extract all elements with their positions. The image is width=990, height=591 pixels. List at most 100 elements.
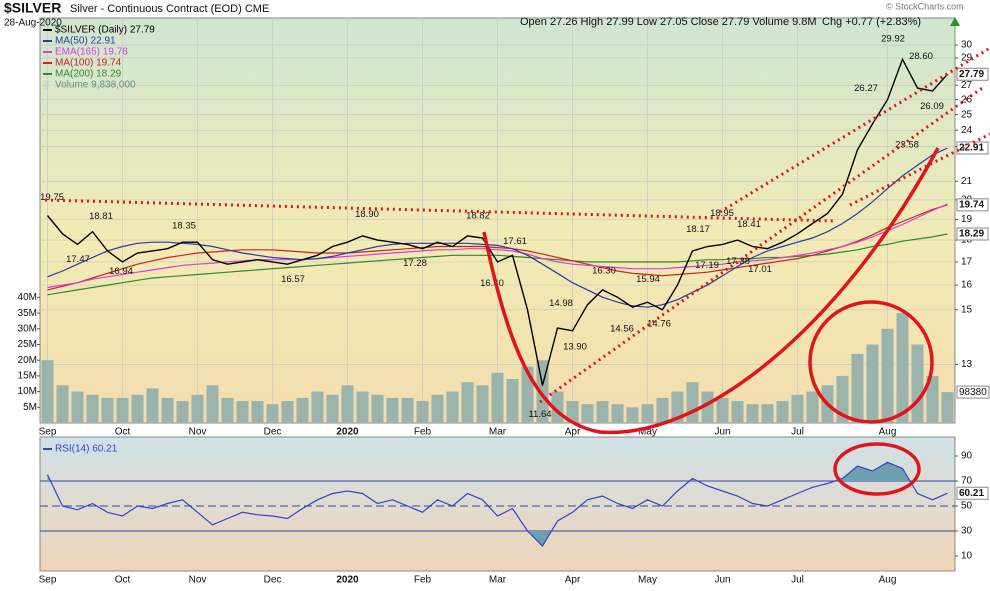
legend-entry: MA(50) 22.91 <box>55 36 116 47</box>
volume-bar <box>401 397 414 423</box>
y2-tick-label: 10M <box>18 386 37 397</box>
volume-bar <box>686 382 699 423</box>
y2-tick-label: 20M <box>18 355 37 366</box>
volume-bar <box>641 404 654 423</box>
volume-bar <box>491 372 504 423</box>
volume-bar <box>281 401 294 423</box>
y-tick-label: 15 <box>961 304 973 315</box>
volume-bar <box>296 397 309 423</box>
plot-layer: Sep Oct Nov Dec 2020 Feb Mar Apr May Jun Jul Aug 13 1… <box>18 18 990 586</box>
x-tick-label: Oct <box>115 427 131 438</box>
volume-bar <box>596 401 609 423</box>
volume-bar <box>446 391 459 423</box>
rsi-panel <box>39 436 956 572</box>
volume-circle <box>808 300 934 424</box>
watermark: © StockCharts.com <box>886 1 964 11</box>
volume-bar <box>416 401 429 423</box>
volume-bar <box>836 375 849 423</box>
x-tick-label: Aug <box>879 427 897 438</box>
y-tick-label: 19 <box>961 214 973 225</box>
value-box <box>956 198 989 212</box>
channel-line <box>719 46 990 214</box>
end-value-label: 27.79 <box>959 69 984 80</box>
x-tick-label: Feb <box>414 575 432 586</box>
price-label: 18.82 <box>466 211 490 222</box>
volume-bar <box>476 385 489 423</box>
y2-tick-label: 35M <box>18 308 37 319</box>
y-tick-label: 27 <box>961 80 973 91</box>
volume-bar <box>86 394 99 423</box>
volume-bar <box>41 360 54 423</box>
x-tick-label: Apr <box>565 427 581 438</box>
volume-bar <box>896 313 909 423</box>
legend-entry: $SILVER (Daily) 27.79 <box>55 25 155 36</box>
volume-bar <box>56 385 69 423</box>
legend-entry: MA(200) 18.29 <box>55 69 122 80</box>
x-tick-label: Oct <box>115 575 131 586</box>
price-change: Chg +0.77 (+2.83%) <box>822 16 921 28</box>
series-line <box>46 461 948 547</box>
series-line <box>47 233 948 296</box>
legend-entry: EMA(165) 19.78 <box>55 47 128 58</box>
volume-bar <box>386 397 399 423</box>
y-tick-label: 25 <box>961 109 973 120</box>
x-tick-label: Jul <box>791 427 804 438</box>
legend-icon: ░ <box>43 80 49 89</box>
price-label: 26.09 <box>920 101 944 112</box>
price-label: 17.47 <box>66 254 90 265</box>
volume-label: 98380 <box>959 387 987 398</box>
price-label: 17.01 <box>748 264 772 275</box>
volume-bar <box>131 394 144 423</box>
x-tick-label: Dec <box>264 427 282 438</box>
volume-bar <box>341 385 354 423</box>
x-tick-label: Jun <box>714 575 730 586</box>
volume-bar <box>251 401 264 423</box>
x-tick-label: Sep <box>39 575 57 586</box>
y-tick-label: 10 <box>961 551 973 562</box>
volume-bar <box>851 353 864 423</box>
y-tick-label: 16 <box>961 280 973 291</box>
value-box <box>956 385 990 399</box>
y2-tick-label: 25M <box>18 339 37 350</box>
x-tick-label: 2020 <box>336 427 359 438</box>
y-tick-label: 90 <box>961 451 973 462</box>
volume-bar <box>71 391 84 423</box>
volume-bar <box>461 382 474 423</box>
x-tick-label: Apr <box>565 575 581 586</box>
volume-bar <box>146 388 159 423</box>
price-label: 14.56 <box>610 324 634 335</box>
volume-bar <box>926 375 939 423</box>
volume-bar <box>236 401 249 423</box>
volume-bar <box>701 391 714 423</box>
price-label: 11.64 <box>528 409 551 420</box>
x-tick-label: 2020 <box>336 575 359 586</box>
price-label: 15.94 <box>636 274 660 285</box>
end-value-label: 60.21 <box>959 488 984 499</box>
price-label: 14.98 <box>549 298 573 309</box>
x-tick-label: Sep <box>39 427 57 438</box>
price-label: 16.57 <box>281 274 305 285</box>
price-label: 17.38 <box>726 256 750 267</box>
price-label: 17.19 <box>695 260 719 271</box>
volume-bar <box>611 404 624 423</box>
price-label: 19.75 <box>40 192 64 203</box>
price-label: 16.40 <box>480 278 504 289</box>
volume-bar <box>881 328 894 423</box>
volume-bar <box>311 391 324 423</box>
volume-bar <box>776 401 789 423</box>
price-label: 14.76 <box>647 318 671 329</box>
x-tick-label: Dec <box>264 575 282 586</box>
price-label: 16.94 <box>109 266 133 277</box>
x-tick-label: Jul <box>791 575 804 586</box>
price-label: 18.95 <box>710 208 734 219</box>
volume-bar <box>326 394 339 423</box>
x-tick-label: Nov <box>189 575 207 586</box>
volume-bar <box>866 344 879 423</box>
volume-bar <box>191 394 204 423</box>
price-label: 17.61 <box>503 236 527 247</box>
price-label: 18.81 <box>89 211 113 222</box>
volume-bar <box>716 397 729 423</box>
volume-bar <box>581 404 594 423</box>
chart-date: 28-Aug-2020 <box>4 18 62 29</box>
